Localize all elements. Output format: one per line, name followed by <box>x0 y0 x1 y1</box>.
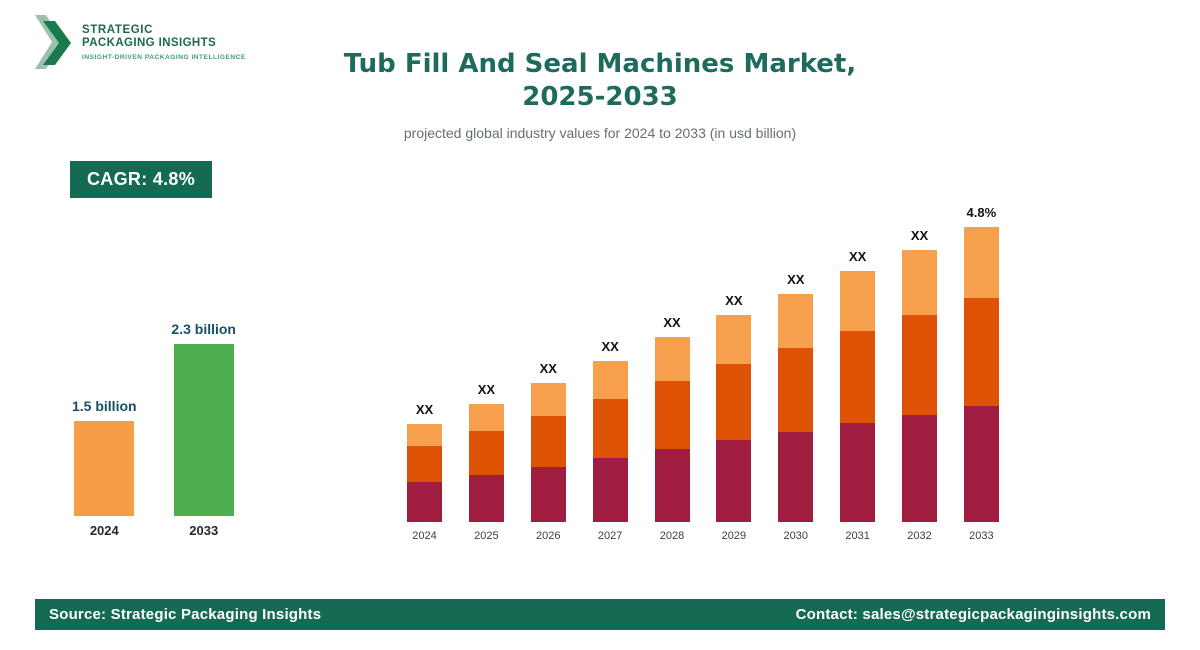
bar-segment-segment-middle <box>902 315 937 415</box>
bar-segment-segment-middle <box>530 416 566 467</box>
x-axis-year-label: 2028 <box>659 530 685 542</box>
stacked-bar-column: XX 2032 <box>902 228 937 542</box>
bar-value-label: XX <box>663 315 681 330</box>
page-title-line2: 2025-2033 <box>522 82 678 113</box>
bar-segment-segment-top <box>716 315 752 364</box>
mini-bar-value-label: 1.5 billion <box>72 398 137 414</box>
stacked-bar <box>963 227 999 522</box>
stacked-bar-column: XX 2031 <box>840 249 876 542</box>
mini-bar-year-label: 2024 <box>89 523 119 538</box>
bar-segment-segment-middle <box>592 399 628 458</box>
bar-segment-segment-bottom <box>840 423 876 522</box>
bar-value-label: XX <box>539 361 557 376</box>
bar-segment-segment-top <box>840 271 876 331</box>
stacked-bar-column: 4.8% 2033 <box>963 205 999 542</box>
brand-name-line1: STRATEGIC <box>82 23 153 36</box>
bar-segment-segment-top <box>468 404 504 431</box>
bar-segment-segment-bottom <box>407 482 442 522</box>
x-axis-year-label: 2029 <box>721 530 747 542</box>
bar-segment-segment-middle <box>468 431 504 475</box>
x-axis-year-label: 2030 <box>783 530 808 542</box>
stacked-bar <box>902 250 937 522</box>
mini-bar-chart: 1.5 billion 2024 2.3 billion 2033 <box>72 320 236 538</box>
mini-bar-value-label: 2.3 billion <box>171 321 236 337</box>
stacked-bar <box>840 271 876 522</box>
chevron-logo-icon <box>35 15 71 69</box>
x-axis-year-label: 2032 <box>907 530 932 542</box>
stacked-bar-column: XX 2024 <box>407 402 442 542</box>
mini-bar <box>74 421 135 516</box>
stacked-bar <box>778 294 814 522</box>
x-axis-year-label: 2026 <box>536 530 561 542</box>
page-subtitle: projected global industry values for 202… <box>403 124 797 141</box>
bar-segment-segment-top <box>407 424 442 446</box>
bar-segment-segment-bottom <box>963 406 999 522</box>
stacked-bar-column: XX 2029 <box>716 293 752 542</box>
stacked-bar <box>530 383 566 522</box>
mini-bar-column: 1.5 billion 2024 <box>72 398 137 538</box>
bar-value-label: XX <box>910 228 929 243</box>
brand-logo-text: STRATEGIC PACKAGING INSIGHTS INSIGHT-DRI… <box>82 24 246 61</box>
stacked-bar <box>716 315 752 522</box>
bar-segment-segment-top <box>778 294 814 348</box>
stacked-bar-column: XX 2027 <box>592 339 628 542</box>
stacked-bar-column: XX 2026 <box>530 361 566 542</box>
x-axis-year-label: 2031 <box>845 530 870 542</box>
x-axis-year-label: 2025 <box>474 530 499 542</box>
stacked-bar-column: XX 2030 <box>778 272 814 542</box>
footer-bar: Source: Strategic Packaging Insights Con… <box>35 599 1165 630</box>
brand-tagline: INSIGHT-DRIVEN PACKAGING INTELLIGENCE <box>82 53 246 61</box>
bar-value-label: XX <box>848 249 867 264</box>
bar-segment-segment-top <box>592 361 628 399</box>
bar-segment-segment-middle <box>778 348 814 432</box>
stacked-bar <box>592 361 628 522</box>
stacked-bar <box>468 404 504 522</box>
x-axis-year-label: 2033 <box>969 530 994 542</box>
bar-segment-segment-top <box>530 383 566 416</box>
brand-logo: STRATEGIC PACKAGING INSIGHTS INSIGHT-DRI… <box>35 13 246 71</box>
bar-value-label: XX <box>725 293 743 308</box>
stacked-bar-column: XX 2028 <box>654 315 690 542</box>
brand-name-line2: PACKAGING INSIGHTS <box>82 36 217 49</box>
stacked-bar-chart: XX 2024 XX 2025 XX 2026 XX 2027 XX 2028 XX 2029 XX 20… <box>407 196 999 542</box>
bar-segment-segment-middle <box>963 298 999 406</box>
bar-value-label: 4.8% <box>966 205 997 220</box>
bar-segment-segment-top <box>902 250 937 315</box>
bar-segment-segment-bottom <box>716 440 752 522</box>
bar-segment-segment-bottom <box>654 449 690 522</box>
bar-segment-segment-top <box>654 337 690 381</box>
bar-value-label: XX <box>415 402 434 417</box>
bar-value-label: XX <box>477 382 496 397</box>
stacked-bar <box>407 424 442 522</box>
stacked-bar-column: XX 2025 <box>468 382 504 542</box>
chart-header: Tub Fill And Seal Machines Market, 2025-… <box>0 48 1200 141</box>
mini-bar-column: 2.3 billion 2033 <box>171 321 236 538</box>
x-axis-year-label: 2027 <box>597 530 623 542</box>
footer-source-text: Source: Strategic Packaging Insights <box>49 606 322 623</box>
bar-segment-segment-bottom <box>778 432 814 522</box>
stacked-bar <box>654 337 690 522</box>
bar-segment-segment-top <box>963 227 999 298</box>
bar-segment-segment-bottom <box>902 415 937 522</box>
mini-bar <box>173 344 234 516</box>
page-title-line1: Tub Fill And Seal Machines Market, <box>343 49 857 79</box>
bar-segment-segment-middle <box>716 364 752 440</box>
bar-segment-segment-bottom <box>468 475 504 522</box>
cagr-badge: CAGR: 4.8% <box>70 161 213 198</box>
bar-segment-segment-bottom <box>530 467 566 522</box>
bar-segment-segment-middle <box>840 331 876 423</box>
mini-bar-year-label: 2033 <box>189 523 219 538</box>
x-axis-year-label: 2024 <box>412 530 437 542</box>
bar-segment-segment-bottom <box>592 458 628 522</box>
bar-value-label: XX <box>601 339 619 354</box>
footer-contact-text: Contact: sales@strategicpackaginginsight… <box>795 606 1151 623</box>
bar-value-label: XX <box>787 272 805 287</box>
bar-segment-segment-middle <box>654 381 690 449</box>
bar-segment-segment-middle <box>407 446 442 482</box>
